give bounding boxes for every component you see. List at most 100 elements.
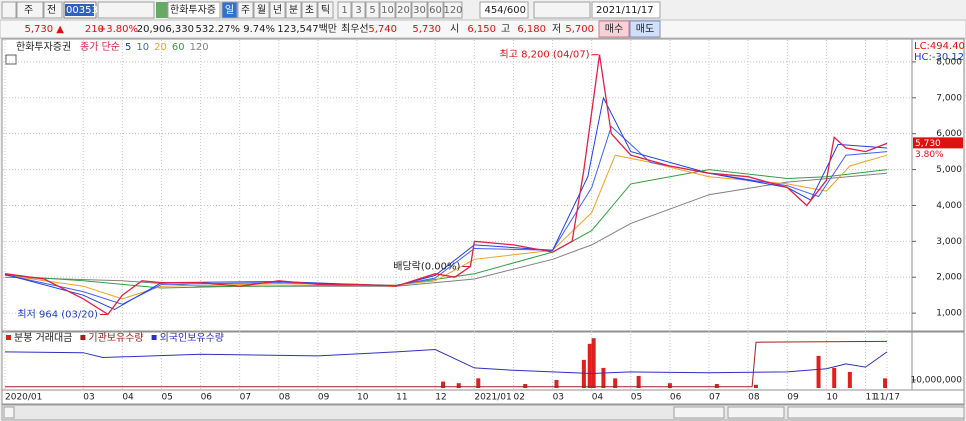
code: 003530 [66,5,104,16]
x-tick-label: 06 [201,393,213,403]
interval-button[interactable] [395,1,412,19]
x-tick-label: 11 [865,393,876,403]
period-button[interactable] [253,1,270,19]
interval-button[interactable] [443,1,463,19]
y-tick-label: 8,000 [936,57,962,67]
volume-bar [581,359,586,388]
legend-swatch [6,335,11,340]
y-tick-label: 10,000,000 [910,375,962,385]
buy-button[interactable] [598,20,630,38]
interval-label: 20 [397,5,410,16]
volume-bar [476,378,481,388]
y-tick-label: 1,000 [936,309,962,319]
volume-bar [753,384,758,388]
y-tick-label: 3,000 [936,237,962,247]
chart-title: 한화투자증권 [16,41,71,53]
market-select[interactable] [16,1,44,19]
interval-label: 60 [429,5,442,16]
period-button[interactable] [269,1,286,19]
y-tick-label: 7,000 [936,93,962,103]
sell-label: 매도 [636,23,654,35]
holding-line [5,340,888,388]
interval-button[interactable] [379,1,396,19]
last-price: 5,730 [915,139,941,149]
x-tick-label: 11/17 [874,393,900,403]
volume-bar [816,355,821,388]
option-icons[interactable] [533,1,591,19]
x-tick-label: 07 [240,393,251,403]
credit-badge [156,2,168,18]
view-tools[interactable] [787,406,965,419]
volume-bar [636,375,641,388]
interval-label: 3 [355,5,361,16]
x-tick-label: 08 [748,393,760,403]
period-button[interactable] [221,1,238,19]
interval-button[interactable] [351,1,366,19]
change: 210 [85,24,104,35]
sell-button[interactable] [629,20,661,38]
interval-button[interactable] [411,1,428,19]
price: 5,730 ▲ [25,24,65,35]
volume-bar [601,367,606,388]
name-box [167,1,221,19]
interval-button[interactable] [337,1,352,19]
quote-bar [0,19,966,39]
low-label: 저 [552,23,561,35]
legend-entry: 기관보유수량 [88,332,143,344]
volume-bar [554,379,559,388]
x-tick-label: 04 [122,393,134,403]
tool-icons[interactable] [97,1,155,19]
x-tick-label: 04 [592,393,604,403]
y-tick-label: 4,000 [936,201,962,211]
legend-entry: 10 [136,42,149,53]
period-label: 주 [241,5,250,16]
x-tick-label: 10 [357,393,369,403]
lc-label: LC:494.40 [914,41,965,52]
volume-bar [832,367,837,388]
menu-icon[interactable] [1,1,17,19]
scope-select[interactable] [43,1,63,19]
volume-pane [1,331,913,391]
scroll-left[interactable] [3,406,15,419]
legend-entry: 20 [154,42,167,53]
holding-line [4,348,888,375]
price-axis [911,38,965,332]
annotation: 최저 964 (03/20) [17,308,98,320]
hc-label: HC:-30.12 [914,52,964,63]
amount: 123,547백만 [277,23,337,35]
x-tick-label: 05 [161,393,172,403]
x-tick-label: 11 [396,393,407,403]
code-highlight [65,4,94,16]
pane-icon [5,54,17,65]
playback-controls[interactable] [673,406,725,419]
zoom-slider[interactable] [727,406,785,419]
period-button[interactable] [301,1,318,19]
x-tick-label: 05 [631,393,642,403]
x-tick-label: 09 [318,393,330,403]
count: 454/600 [484,5,526,16]
period-button[interactable] [285,1,302,19]
period-label: 월 [257,4,266,16]
bid: 5,730 [412,24,441,35]
interval-label: 1 [341,5,347,16]
interval-button[interactable] [427,1,444,19]
volume-bar [847,371,852,388]
interval-button[interactable] [365,1,380,19]
legend-entry: 120 [190,42,209,53]
annotation: 최고 8,200 (04/07) [500,49,590,61]
open-label: 시 [450,23,459,35]
volume-bar [441,381,446,388]
period-button[interactable] [237,1,254,19]
market: 주 [24,5,33,16]
open: 6,150 [467,24,496,35]
legend-entry: 종가 단순 [80,41,120,53]
legend-entry: 분봉 거래대금 [14,332,72,344]
volume-bar [456,383,461,388]
ask: 5,740 [368,24,397,35]
date-box[interactable] [591,1,661,19]
interval-label: 5 [369,5,375,16]
period-button[interactable] [317,1,334,19]
high: 6,180 [517,24,546,35]
volume-bar [883,378,888,388]
volume-ratio: 532.27% [196,24,241,35]
